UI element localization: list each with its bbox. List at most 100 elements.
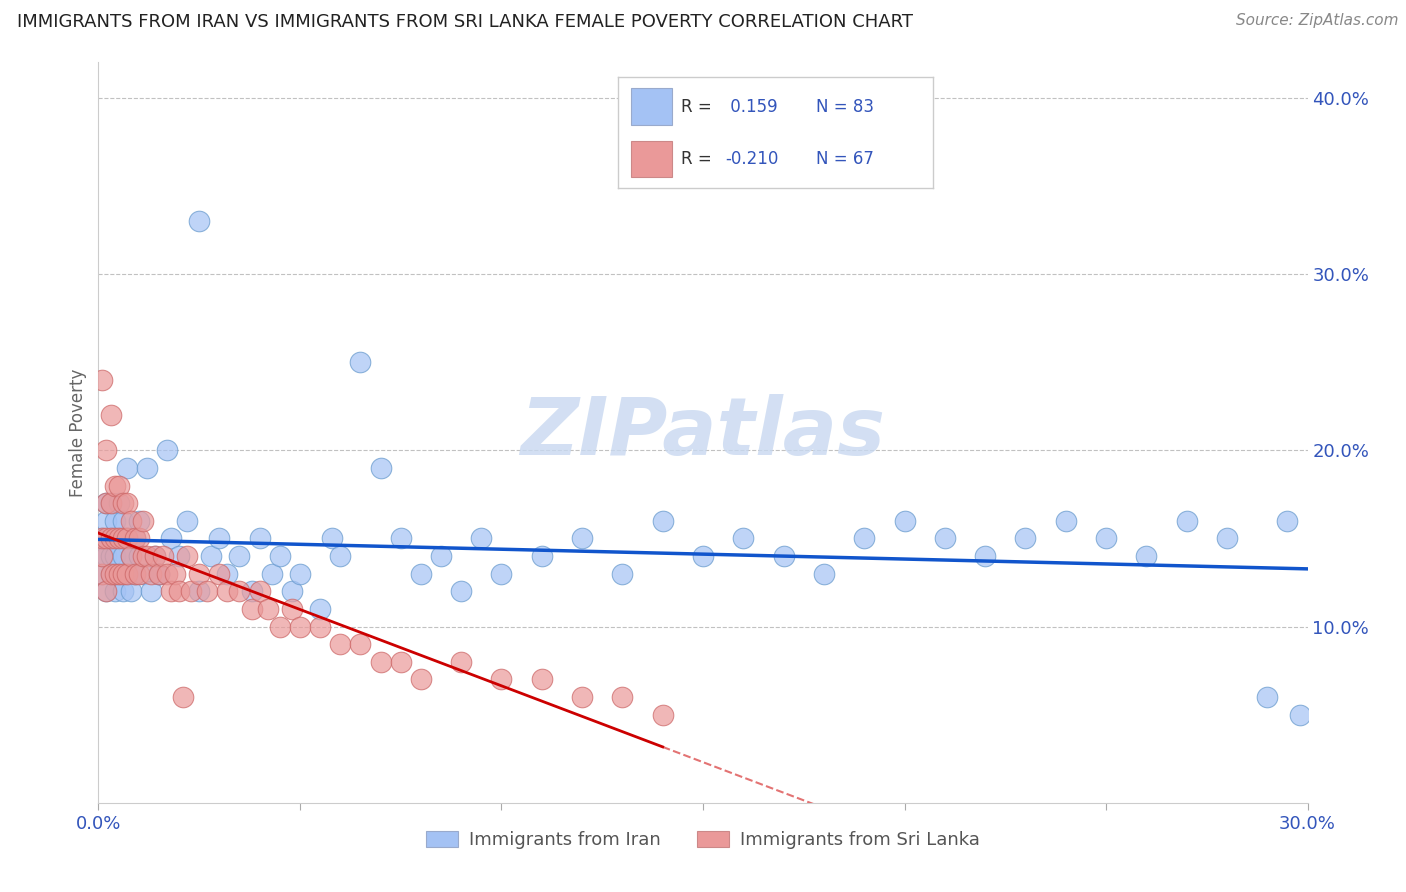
Point [111,514,134,528]
Point [96,532,118,546]
Point [107,478,129,492]
Point [934,532,956,546]
Point [167,549,190,563]
Point [120,549,142,563]
Point [100,566,122,581]
Point [128,532,150,546]
Point [612,690,634,704]
Point [100,496,122,510]
Point [571,690,593,704]
Point [91,549,114,563]
Point [208,566,231,581]
Point [571,532,593,546]
Point [100,532,122,546]
Point [281,602,304,616]
Point [115,532,138,546]
Point [163,566,186,581]
Point [1135,549,1157,563]
Point [115,566,138,581]
Point [249,584,271,599]
Point [370,655,392,669]
Point [115,532,138,546]
Point [389,655,412,669]
Point [96,496,118,510]
Point [651,707,673,722]
Point [1277,514,1299,528]
Point [530,549,553,563]
Point [329,549,352,563]
Point [176,549,198,563]
Point [100,496,122,510]
Point [1014,532,1036,546]
Point [96,584,118,599]
Point [612,566,634,581]
Point [1216,532,1239,546]
Point [772,549,794,563]
Point [156,566,179,581]
Point [120,514,142,528]
Point [91,566,114,581]
Point [389,532,412,546]
Text: Source: ZipAtlas.com: Source: ZipAtlas.com [1236,13,1399,29]
Point [195,584,218,599]
Point [1054,514,1077,528]
Point [139,566,162,581]
Point [167,584,190,599]
Point [309,619,332,633]
Point [269,619,291,633]
Point [100,408,122,422]
Point [321,532,343,546]
Point [1175,514,1198,528]
Point [115,496,138,510]
Point [148,566,170,581]
Point [107,532,129,546]
Point [260,566,283,581]
Point [103,566,125,581]
Point [188,566,211,581]
Point [120,549,142,563]
Point [370,461,392,475]
Point [249,532,271,546]
Point [450,655,472,669]
Point [409,673,432,687]
Point [111,566,134,581]
Point [156,443,179,458]
Point [128,514,150,528]
Point [132,549,155,563]
Point [135,549,157,563]
Point [91,566,114,581]
Point [188,584,211,599]
Point [96,549,118,563]
Point [111,584,134,599]
Point [148,566,170,581]
Point [91,373,114,387]
Point [128,566,150,581]
Point [124,566,146,581]
Point [111,532,134,546]
Point [974,549,997,563]
Point [491,566,513,581]
Point [309,602,332,616]
Point [530,673,553,687]
Point [103,549,125,563]
Point [288,566,311,581]
Point [148,566,170,581]
Point [124,532,146,546]
Point [103,514,125,528]
Point [107,566,129,581]
Point [107,566,129,581]
Point [128,549,150,563]
Point [240,602,263,616]
Point [269,549,291,563]
Point [107,532,129,546]
Text: IMMIGRANTS FROM IRAN VS IMMIGRANTS FROM SRI LANKA FEMALE POVERTY CORRELATION CHA: IMMIGRANTS FROM IRAN VS IMMIGRANTS FROM … [17,13,912,31]
Point [200,549,222,563]
Point [217,566,239,581]
Point [188,214,211,228]
Point [107,496,129,510]
Point [470,532,492,546]
Point [349,637,371,651]
Point [152,549,174,563]
Point [240,584,263,599]
Point [853,532,876,546]
